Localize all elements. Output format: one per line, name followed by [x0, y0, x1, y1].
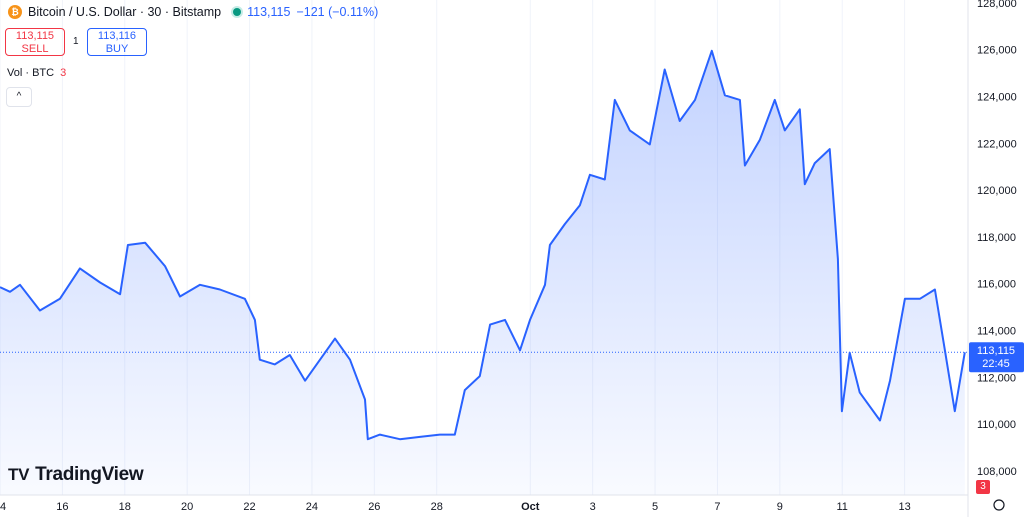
volume-value: 3: [60, 67, 67, 79]
quantity: 1: [73, 36, 79, 47]
logo-text: TradingView: [35, 464, 144, 485]
y-tick-label: 112,000: [977, 372, 1016, 384]
y-tick-label: 122,000: [977, 138, 1017, 150]
volume-label: Vol · BTC: [7, 67, 55, 79]
y-tick-label: 108,000: [977, 466, 1017, 478]
change: −121 (−0.11%): [296, 5, 379, 19]
x-tick-label: 9: [777, 501, 783, 513]
x-tick-label: 26: [368, 501, 380, 513]
x-tick-label: 13: [898, 501, 910, 513]
price-line: [0, 49, 966, 441]
y-tick-label: 110,000: [977, 419, 1016, 431]
buy-label: BUY: [105, 43, 129, 55]
x-tick-label: 28: [431, 501, 443, 513]
symbol-header: ₿ Bitcoin / U.S. Dollar · 30 · Bitstamp …: [8, 5, 378, 19]
y-tick-label: 114,000: [977, 326, 1016, 338]
market-status: [233, 8, 242, 16]
sell-button[interactable]: 113,115 SELL: [5, 28, 65, 56]
price-label-box: [969, 342, 1024, 373]
sell-label: SELL: [21, 43, 49, 55]
btc-icon: ₿: [8, 5, 22, 19]
x-tick-label: 3: [590, 501, 596, 513]
symbol: Bitcoin / U.S. Dollar · 30 · Bitstamp: [28, 5, 222, 19]
last-price: 113,115: [247, 5, 291, 19]
alerts-badge[interactable]: 3: [976, 480, 990, 494]
x-tick-label: 24: [306, 501, 318, 513]
buy-button[interactable]: 113,116 BUY: [87, 28, 147, 56]
y-tick-label: 120,000: [977, 185, 1017, 197]
x-tick-label: 18: [119, 501, 131, 513]
buy-price: 113,116: [97, 30, 137, 42]
plot: [0, 49, 968, 496]
y-tick-label: 118,000: [977, 232, 1016, 244]
volume-legend: Vol · BTC 3: [7, 67, 66, 79]
x-tick-label: 22: [243, 501, 255, 513]
x-tick-label: 14: [0, 501, 6, 513]
x-tick-label: 20: [181, 501, 193, 513]
price-label-time: 22:45: [982, 358, 1010, 370]
area-fill: [0, 50, 965, 496]
x-tick-label: 11: [837, 501, 848, 513]
y-tick-label: 126,000: [977, 45, 1017, 57]
price-label-value: 113,115: [977, 345, 1015, 357]
y-tick-label: 124,000: [977, 92, 1017, 104]
y-tick-label: 116,000: [977, 279, 1016, 291]
y-tick-label: 128,000: [977, 0, 1017, 10]
logo: TV TradingView: [8, 464, 144, 485]
x-tick-label: Oct: [521, 501, 540, 513]
collapse-button[interactable]: ^: [6, 87, 32, 107]
x-tick-label: 7: [714, 501, 720, 513]
settings-icon: [993, 499, 1005, 511]
x-tick-label: 5: [652, 501, 658, 513]
sell-price: 113,115: [15, 30, 55, 42]
x-tick-label: 16: [56, 501, 68, 513]
